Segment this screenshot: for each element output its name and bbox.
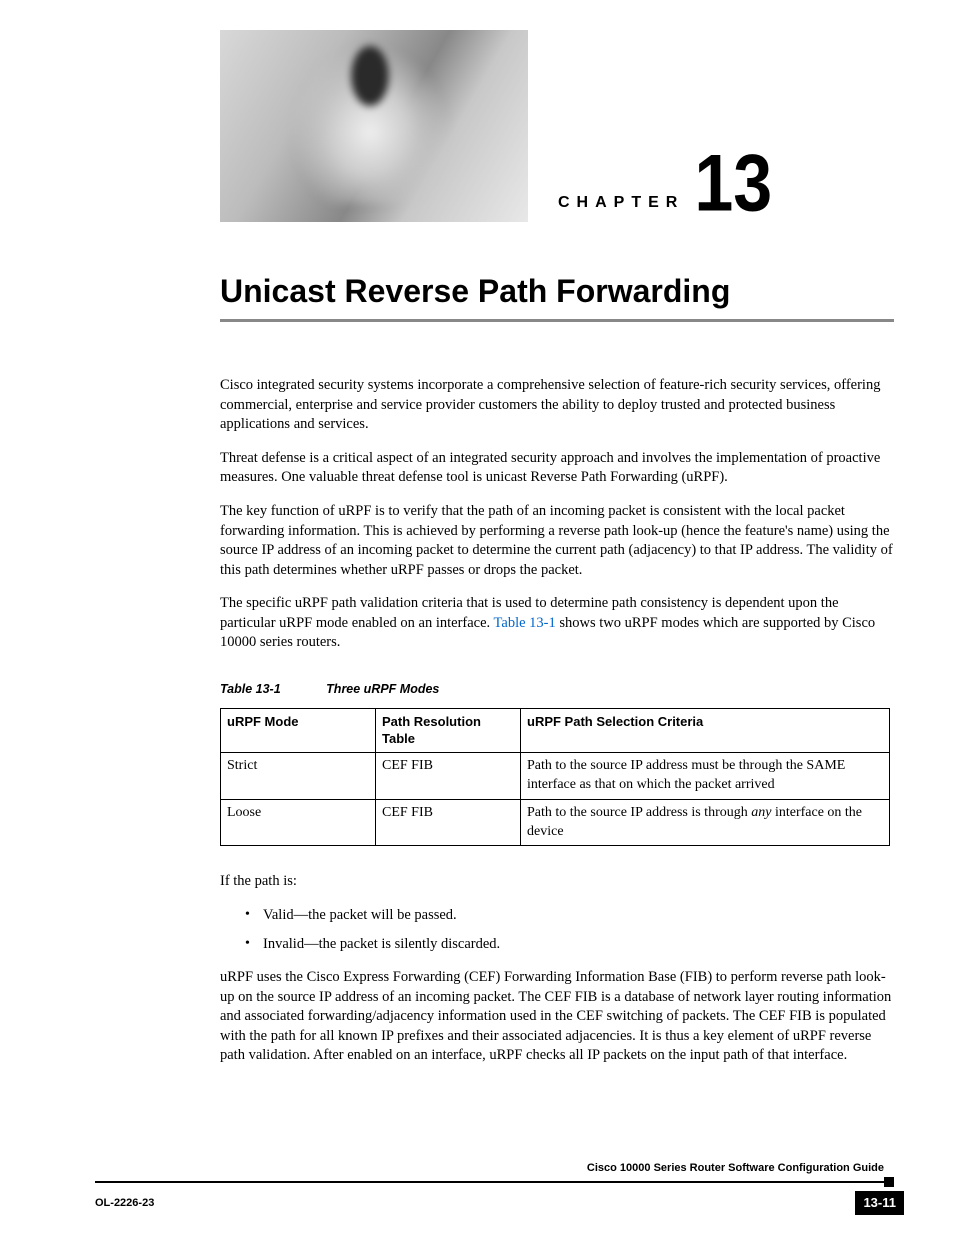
table-cell: CEF FIB bbox=[376, 799, 521, 846]
table-cell: Loose bbox=[221, 799, 376, 846]
body-section-3: uRPF uses the Cisco Express Forwarding (… bbox=[220, 968, 894, 1066]
table-cell: Path to the source IP address is through… bbox=[521, 799, 890, 846]
table-header-cell: uRPF Path Selection Criteria bbox=[521, 708, 890, 752]
page-number-badge: 13-11 bbox=[855, 1191, 904, 1215]
table-cell: Strict bbox=[221, 752, 376, 799]
list-item: Invalid—the packet is silently discarded… bbox=[245, 935, 894, 955]
footer-guide-title: Cisco 10000 Series Router Software Confi… bbox=[95, 1161, 884, 1176]
footer-bottom-row: OL-2226-23 13-11 bbox=[95, 1191, 894, 1215]
table-row: Loose CEF FIB Path to the source IP addr… bbox=[221, 799, 890, 846]
paragraph: uRPF uses the Cisco Express Forwarding (… bbox=[220, 968, 894, 1066]
urpf-modes-table: uRPF Mode Path Resolution Table uRPF Pat… bbox=[220, 708, 890, 847]
footer-rule-line bbox=[95, 1181, 884, 1183]
footer-doc-id: OL-2226-23 bbox=[95, 1196, 154, 1211]
table-xref-link[interactable]: Table 13-1 bbox=[494, 615, 556, 631]
title-rule bbox=[220, 319, 894, 322]
table-caption-number: Table 13-1 bbox=[220, 682, 281, 696]
italic-text: any bbox=[751, 805, 771, 820]
paragraph: If the path is: bbox=[220, 872, 894, 892]
chapter-number: 13 bbox=[694, 150, 772, 218]
chapter-hero-image bbox=[220, 30, 528, 222]
bullet-list: Valid—the packet will be passed. Invalid… bbox=[245, 906, 894, 954]
table-header-cell: uRPF Mode bbox=[221, 708, 376, 752]
paragraph: The key function of uRPF is to verify th… bbox=[220, 502, 894, 580]
list-item: Valid—the packet will be passed. bbox=[245, 906, 894, 926]
paragraph: The specific uRPF path validation criter… bbox=[220, 594, 894, 653]
table-row: Strict CEF FIB Path to the source IP add… bbox=[221, 752, 890, 799]
footer-rule-endcap bbox=[884, 1177, 894, 1187]
page-title: Unicast Reverse Path Forwarding bbox=[220, 270, 894, 313]
table-header-cell: Path Resolution Table bbox=[376, 708, 521, 752]
body-section-1: Cisco integrated security systems incorp… bbox=[220, 376, 894, 653]
chapter-label: CHAPTER bbox=[558, 192, 684, 214]
chapter-header: CHAPTER 13 bbox=[220, 30, 894, 222]
paragraph: Cisco integrated security systems incorp… bbox=[220, 376, 894, 435]
table-caption-title: Three uRPF Modes bbox=[326, 682, 439, 696]
body-section-2: If the path is: bbox=[220, 872, 894, 892]
page-footer: Cisco 10000 Series Router Software Confi… bbox=[0, 1161, 954, 1215]
paragraph: Threat defense is a critical aspect of a… bbox=[220, 449, 894, 488]
table-header-row: uRPF Mode Path Resolution Table uRPF Pat… bbox=[221, 708, 890, 752]
text-span: Path to the source IP address is through bbox=[527, 805, 751, 820]
table-caption: Table 13-1 Three uRPF Modes bbox=[220, 681, 894, 698]
table-cell: CEF FIB bbox=[376, 752, 521, 799]
table-cell: Path to the source IP address must be th… bbox=[521, 752, 890, 799]
document-page: CHAPTER 13 Unicast Reverse Path Forwardi… bbox=[0, 0, 954, 1235]
footer-rule bbox=[95, 1177, 894, 1187]
chapter-label-group: CHAPTER 13 bbox=[558, 154, 772, 222]
